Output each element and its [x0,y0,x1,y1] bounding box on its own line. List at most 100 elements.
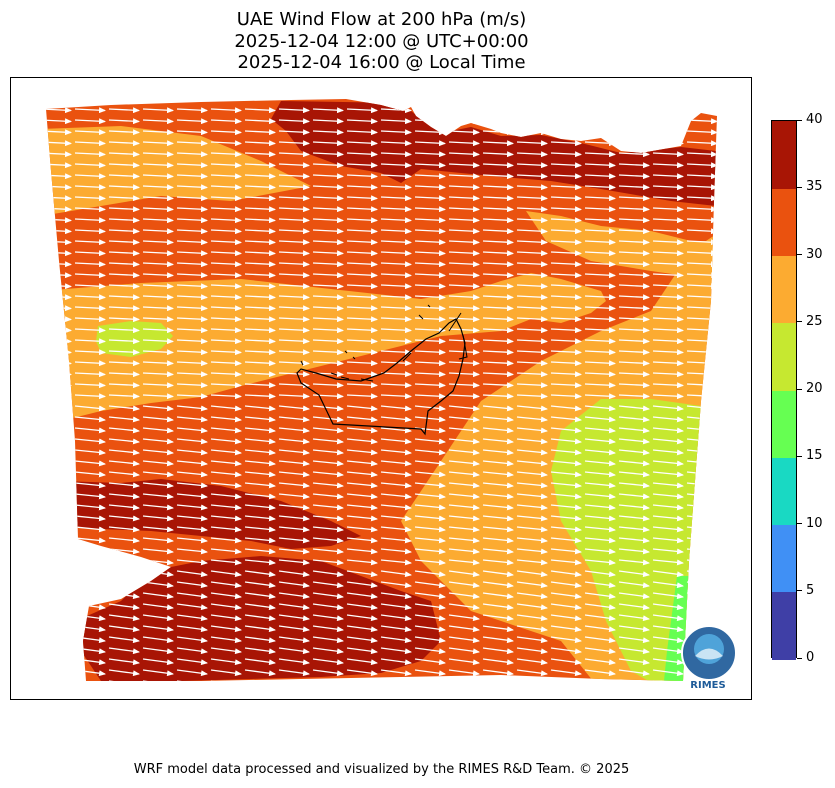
wind-arrow [142,371,174,378]
wind-arrow [346,327,378,334]
wind-arrow [244,515,276,522]
wind-arrow [176,504,208,511]
wind-arrow [210,526,242,533]
wind-arrow [721,450,751,453]
wind-arrow [618,195,650,202]
colorbar-segment [772,121,796,189]
wind-arrow [448,405,480,412]
wind-arrow [312,162,344,169]
wind-arrow [618,272,650,279]
wind-arrow [414,261,446,268]
wind-arrow [652,647,684,655]
wind-arrow [584,548,616,555]
wind-arrow [74,184,106,191]
wind-arrow [482,250,514,257]
wind-arrow [46,382,72,389]
wind-arrow [74,107,106,114]
wind-arrow [108,371,140,378]
wind-arrow [516,283,548,290]
wind-arrow [652,570,684,578]
wind-arrow [176,217,208,224]
wind-arrow [584,349,616,356]
wind-arrow [482,537,514,544]
wind-arrow [482,614,514,622]
wind-arrow [278,482,310,489]
wind-arrow [210,239,242,246]
wind-arrow [584,482,616,489]
wind-arrow [721,615,751,619]
wind-arrow [584,493,616,500]
wind-arrow [346,680,378,681]
wind-arrow [584,250,616,257]
wind-arrow [652,239,684,246]
wind-arrow [482,680,514,681]
wind-arrow [46,493,72,500]
wind-arrow [46,680,72,681]
wind-arrow [448,272,480,279]
wind-arrow [46,349,72,356]
wind-arrow [448,625,480,633]
wind-arrow [108,559,140,566]
wind-arrow [618,129,650,136]
wind-arrow [652,338,684,345]
wind-arrow [550,603,582,611]
wind-arrow [652,658,684,666]
wind-arrow [686,107,717,114]
wind-arrow [584,382,616,389]
wind-arrow [482,239,514,246]
wind-arrow [584,228,616,235]
wind-arrow [346,647,378,655]
wind-arrow [142,493,174,500]
wind-arrow [278,195,310,202]
wind-arrow [108,382,140,389]
wind-arrow [210,438,242,445]
wind-arrow [74,482,106,489]
wind-arrow [448,382,480,389]
wind-arrow [414,151,446,158]
wind-arrow [652,349,684,356]
wind-arrow [46,338,72,345]
wind-arrow [482,195,514,202]
wind-arrow [346,625,378,633]
wind-arrow [312,217,344,224]
wind-arrow [210,151,242,158]
wind-arrow [550,471,582,478]
wind-arrow [278,261,310,268]
wind-arrow [312,669,344,677]
wind-arrow [74,151,106,158]
colorbar-segment [772,524,796,593]
wind-arrow [686,603,717,611]
wind-arrow [346,405,378,412]
wind-arrow [550,239,582,246]
wind-arrow [516,647,548,655]
wind-arrow [46,471,72,478]
wind-arrow [312,228,344,235]
wind-arrow [618,382,650,389]
wind-arrow [176,228,208,235]
wind-arrow [380,305,412,312]
wind-arrow [482,294,514,301]
wind-arrow [550,614,582,622]
wind-arrow [448,162,480,169]
wind-arrow [482,140,514,147]
wind-arrow [414,680,446,681]
wind-arrow [380,658,412,666]
wind-arrow [278,272,310,279]
wind-arrow [244,162,276,169]
wind-arrow [210,382,242,389]
wind-arrow [482,338,514,345]
wind-arrow [380,382,412,389]
wind-arrow [278,360,310,367]
wind-arrow [312,493,344,500]
wind-arrow [176,294,208,301]
wind-arrow [278,570,310,578]
colorbar-tick [797,657,802,659]
wind-arrow [346,272,378,279]
wind-arrow [686,548,717,555]
wind-arrow [108,416,140,423]
wind-arrow [516,338,548,345]
colorbar-tick [797,388,802,390]
wind-arrow [244,449,276,456]
wind-arrow [721,483,751,486]
wind-arrow [686,206,717,213]
